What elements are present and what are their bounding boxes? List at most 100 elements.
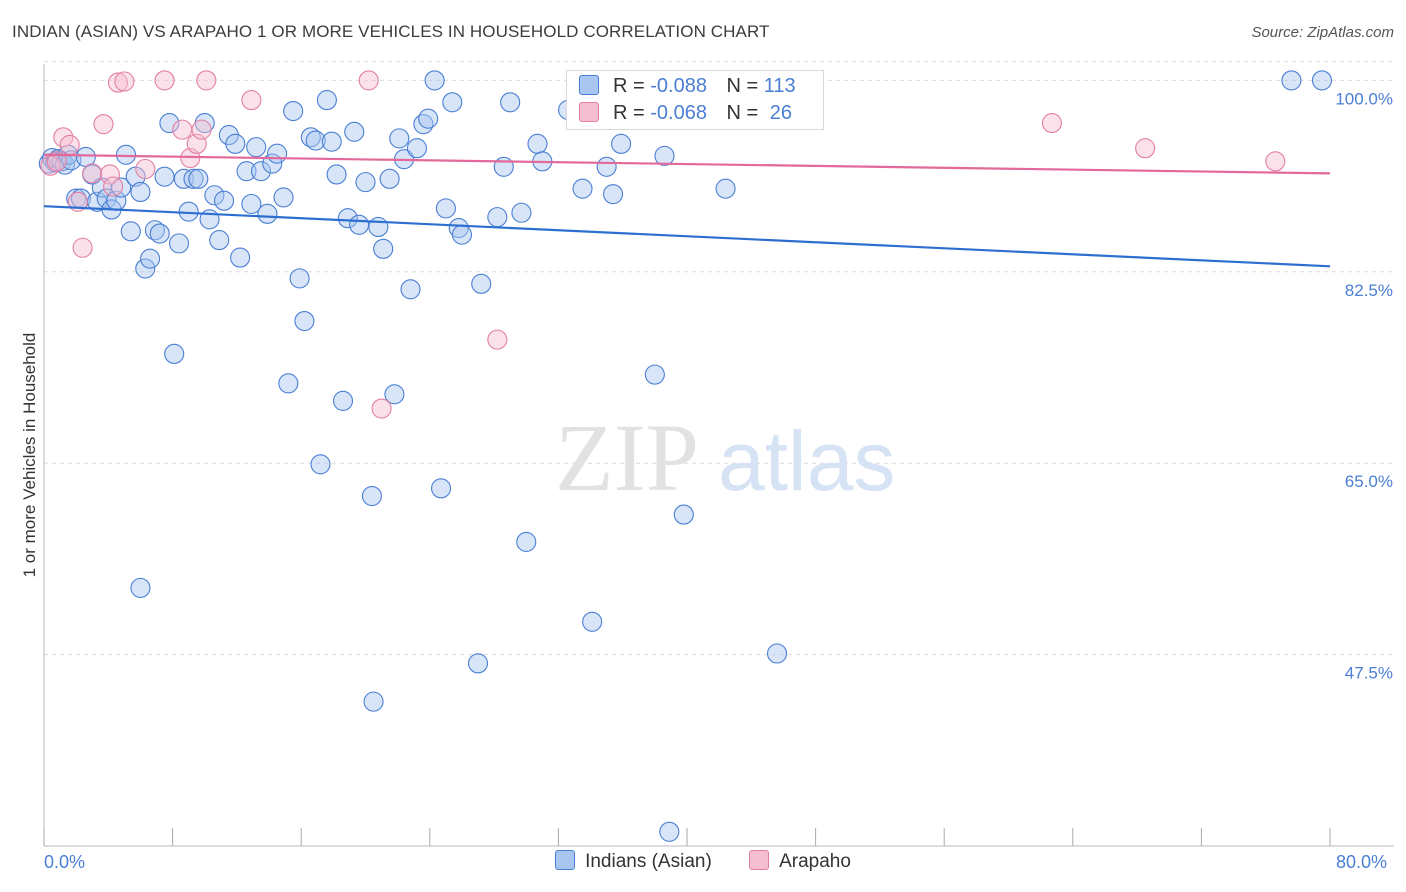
legend-r-value: -0.068	[650, 102, 707, 124]
point-indians-asian	[368, 216, 389, 238]
grid-lines	[44, 60, 1394, 656]
legend-label-arapaho: Arapaho	[779, 851, 851, 872]
point-indians-asian	[442, 92, 463, 113]
point-indians-asian	[500, 92, 521, 113]
point-indians-asian	[516, 531, 537, 552]
point-indians-asian	[154, 166, 175, 187]
point-indians-asian	[204, 185, 225, 206]
point-arapaho	[154, 70, 175, 91]
point-indians-asian	[289, 268, 310, 289]
point-indians-asian	[130, 577, 151, 598]
point-indians-asian	[582, 611, 603, 632]
point-indians-asian	[611, 133, 632, 154]
y-tick-labels: 47.5% 65.0% 82.5% 100.0%	[1335, 89, 1393, 682]
point-arapaho	[114, 71, 135, 92]
legend-r-value: -0.088	[650, 75, 707, 97]
point-indians-asian	[257, 203, 278, 224]
point-indians-asian	[487, 207, 508, 228]
point-indians-asian	[511, 202, 532, 223]
point-indians-asian	[283, 100, 304, 122]
legend-n-label: N =	[726, 102, 759, 124]
point-indians-asian	[241, 193, 262, 215]
point-indians-asian	[400, 279, 421, 300]
point-arapaho	[487, 329, 508, 350]
series-legend: Indians (Asian) Arapaho	[0, 850, 1406, 873]
point-indians-asian	[149, 223, 170, 244]
legend-item-indians: Indians (Asian)	[555, 850, 712, 873]
point-indians-asian	[451, 224, 473, 245]
point-indians-asian	[344, 121, 365, 142]
point-indians-asian	[230, 247, 251, 268]
point-indians-asian	[135, 258, 156, 279]
point-indians-asian	[435, 198, 456, 219]
point-indians-asian	[493, 156, 514, 177]
point-indians-asian	[355, 172, 376, 193]
point-arapaho	[371, 398, 392, 419]
point-indians-asian	[236, 161, 257, 182]
point-indians-asian	[1311, 70, 1333, 91]
point-indians-asian	[305, 130, 326, 151]
correlation-legend: R = -0.088 N = 113 R = -0.068 N = 26	[566, 70, 824, 130]
point-arapaho	[1265, 151, 1286, 172]
legend-row-indians: R = -0.088 N = 113	[579, 75, 796, 99]
point-indians-asian	[363, 691, 384, 712]
point-indians-asian	[373, 238, 394, 259]
legend-r-label: R =	[613, 75, 645, 97]
source-label: Source: ZipAtlas.com	[1251, 24, 1394, 41]
point-indians-asian	[246, 137, 267, 158]
point-indians-asian	[467, 653, 489, 674]
point-indians-asian	[310, 454, 331, 475]
y-tick-label: 47.5%	[1345, 664, 1393, 683]
point-indians-asian	[659, 821, 680, 842]
point-indians-asian	[130, 181, 151, 203]
point-indians-asian	[164, 343, 185, 364]
watermark: ZIP atlas	[555, 404, 895, 511]
point-indians-asian	[337, 208, 358, 229]
point-arapaho	[358, 70, 379, 91]
legend-swatch-blue	[555, 850, 576, 870]
point-indians-asian	[273, 187, 294, 208]
point-arapaho	[59, 134, 80, 155]
y-tick-label: 100.0%	[1335, 89, 1393, 108]
point-arapaho	[135, 158, 156, 180]
series-arapaho	[40, 70, 1286, 419]
point-arapaho	[82, 163, 103, 184]
y-tick-label: 82.5%	[1345, 281, 1393, 300]
point-indians-asian	[361, 485, 382, 507]
point-arapaho	[191, 119, 212, 140]
point-indians-asian	[294, 310, 315, 332]
point-indians-asian	[159, 113, 180, 134]
point-indians-asian	[188, 168, 209, 189]
point-indians-asian	[572, 178, 593, 199]
point-indians-asian	[111, 177, 132, 198]
point-indians-asian	[596, 156, 617, 177]
point-arapaho	[1041, 113, 1062, 134]
x-tick-label-max: 80.0%	[1336, 852, 1388, 872]
point-indians-asian	[418, 108, 439, 129]
point-indians-asian	[1281, 70, 1302, 91]
point-indians-asian	[120, 221, 141, 242]
point-indians-asian	[278, 373, 299, 394]
point-arapaho	[196, 70, 217, 91]
point-indians-asian	[250, 161, 272, 182]
point-indians-asian	[424, 70, 445, 91]
point-indians-asian	[332, 390, 354, 411]
point-arapaho	[99, 164, 120, 185]
point-arapaho	[72, 237, 93, 258]
y-tick-label: 65.0%	[1345, 472, 1393, 491]
point-indians-asian	[644, 364, 665, 385]
point-indians-asian	[213, 190, 235, 211]
point-indians-asian	[209, 230, 230, 251]
legend-swatch-pink	[579, 102, 599, 122]
legend-r-label: R =	[613, 102, 645, 124]
legend-n-label: N =	[726, 75, 759, 97]
series-indians-asian	[38, 70, 1333, 842]
legend-label-indians: Indians (Asian)	[585, 851, 712, 872]
point-indians-asian	[379, 168, 400, 189]
legend-swatch-blue	[579, 75, 599, 95]
point-arapaho	[93, 114, 114, 135]
point-indians-asian	[168, 233, 190, 254]
trend-line-indians-asian	[43, 205, 1331, 268]
point-indians-asian	[316, 90, 337, 111]
